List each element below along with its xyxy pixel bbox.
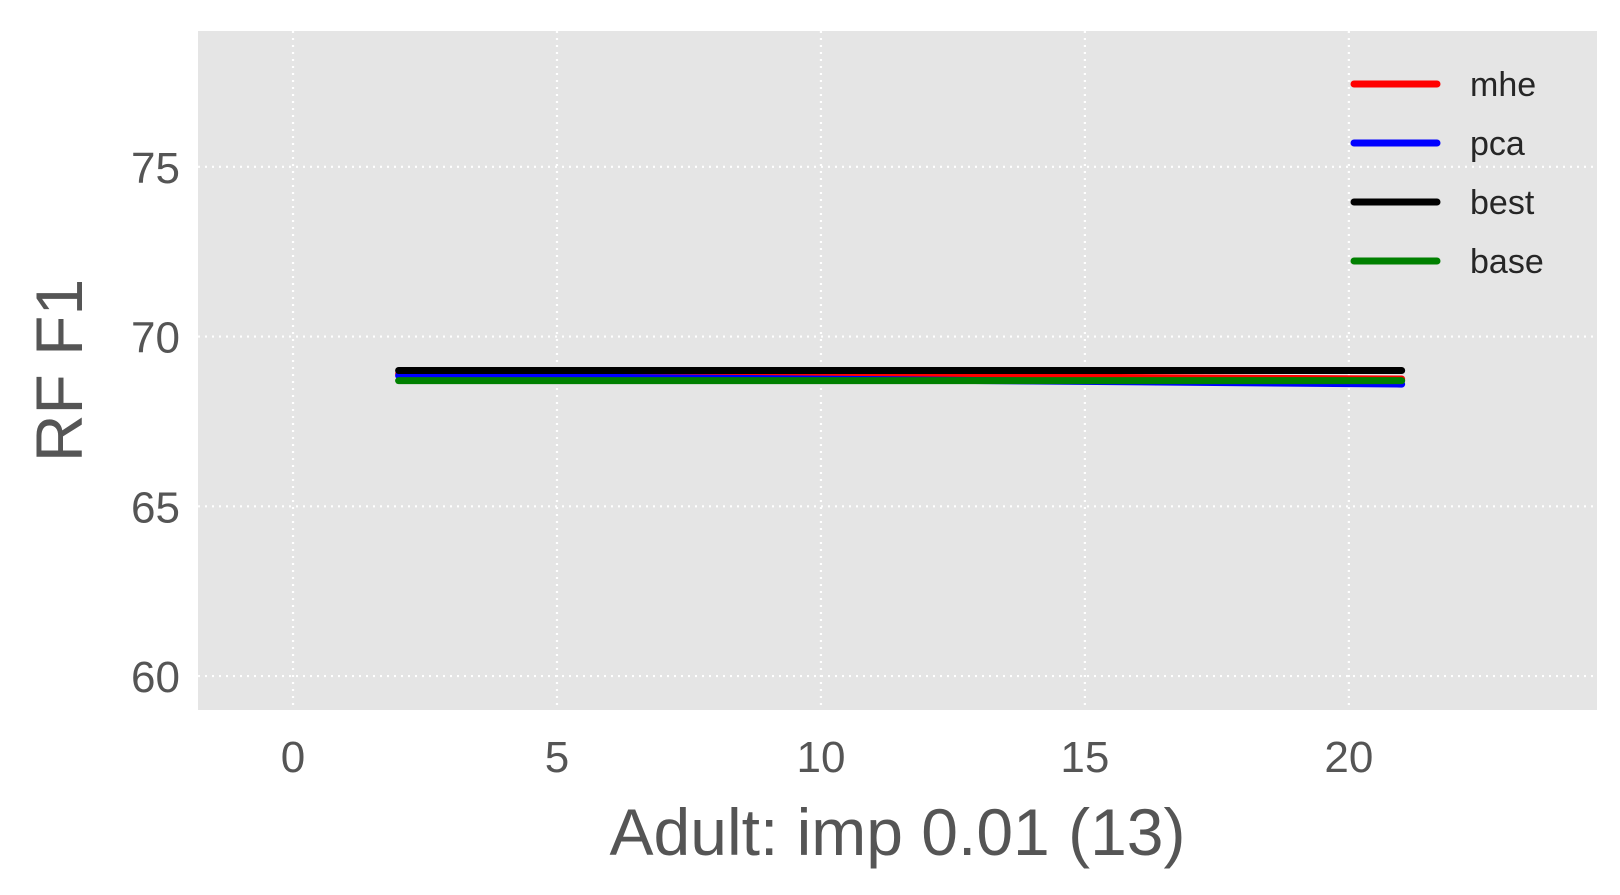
legend-label-best: best <box>1470 184 1535 222</box>
x-tick-label: 15 <box>1060 733 1109 782</box>
x-tick-label: 0 <box>281 733 305 782</box>
x-tick-label: 10 <box>796 733 845 782</box>
grid-lines <box>198 31 1597 710</box>
legend-label-mhe: mhe <box>1470 66 1536 104</box>
y-tick-label: 70 <box>131 314 180 363</box>
y-axis-title: RF F1 <box>22 279 96 462</box>
legend: mhe pca best base <box>1350 66 1544 281</box>
x-tick-label: 20 <box>1324 733 1373 782</box>
tick-labels: 0 5 10 15 20 60 65 70 75 <box>131 144 1373 782</box>
x-axis-title: Adult: imp 0.01 (13) <box>610 795 1186 869</box>
x-tick-label: 5 <box>545 733 569 782</box>
series-lines <box>395 367 1406 388</box>
legend-label-pca: pca <box>1470 125 1525 163</box>
y-tick-label: 60 <box>131 653 180 702</box>
y-tick-label: 65 <box>131 483 180 532</box>
legend-label-base: base <box>1470 243 1544 281</box>
y-tick-label: 75 <box>131 144 180 193</box>
